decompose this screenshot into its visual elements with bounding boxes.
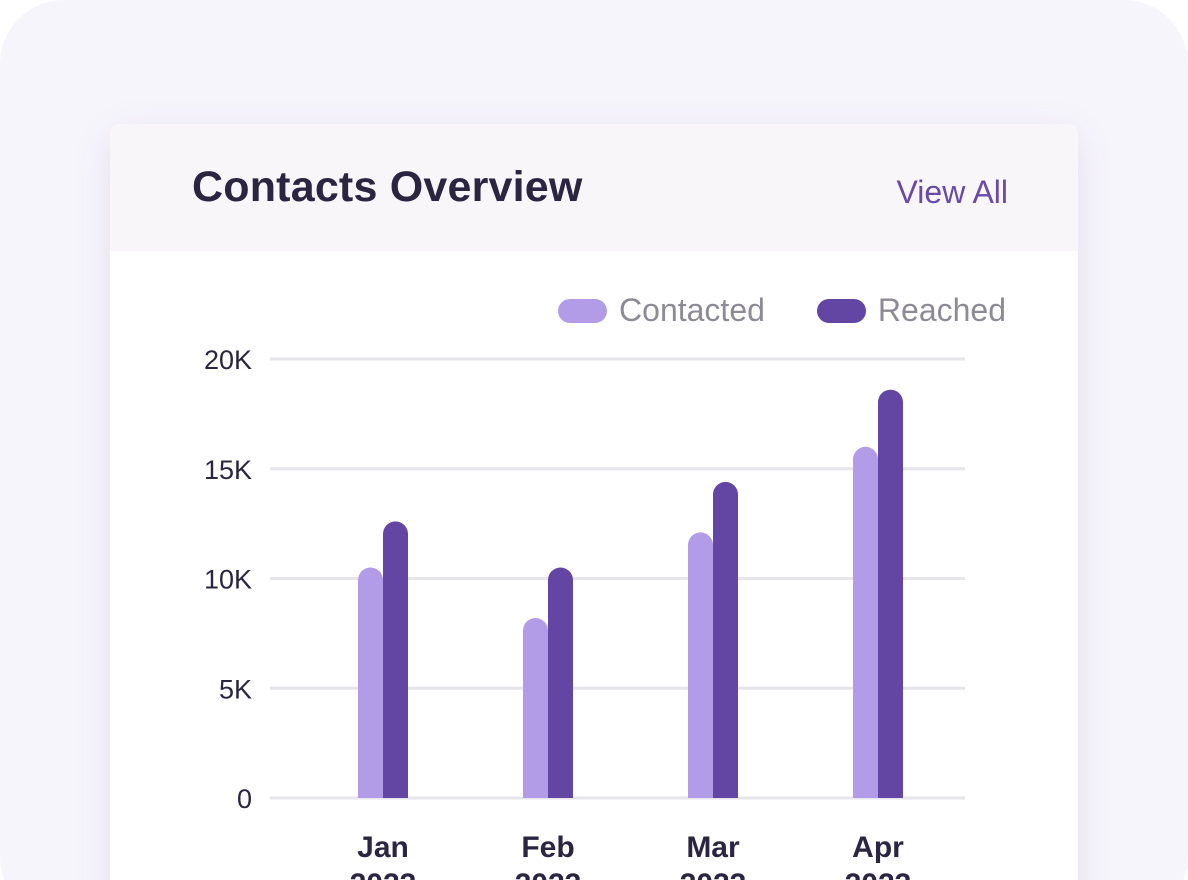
x-tick-label: Feb	[521, 831, 574, 864]
view-all-link[interactable]: View All	[896, 174, 1008, 210]
bar-contacted-feb[interactable]	[523, 618, 548, 798]
bar-reached-jan[interactable]	[383, 521, 408, 798]
legend-swatch-contacted	[558, 298, 608, 323]
x-tick-label: Mar	[686, 831, 740, 864]
bar-contacted-jan[interactable]	[358, 567, 383, 798]
bar-chart: 0 5K 10K 15K 20K Jan 2023 Feb 2023 Mar 2023 Apr 2023	[204, 345, 965, 880]
y-tick-label: 20K	[204, 345, 252, 375]
legend-item-reached[interactable]: Reached	[816, 292, 1006, 329]
y-tick-label: 0	[237, 784, 252, 814]
y-tick-label: 5K	[219, 674, 252, 704]
bar-contacted-mar[interactable]	[688, 532, 713, 798]
contacts-overview-card: Contacts Overview View All Contacted Rea…	[110, 124, 1078, 880]
bar-reached-apr[interactable]	[878, 389, 903, 798]
bar-reached-mar[interactable]	[713, 481, 738, 798]
bar-reached-feb[interactable]	[548, 567, 573, 798]
bar-contacted-apr[interactable]	[853, 446, 878, 798]
y-tick-label: 15K	[204, 455, 252, 485]
x-tick-sublabel: 2023	[845, 868, 912, 880]
x-tick-sublabel: 2023	[680, 868, 747, 880]
x-tick-label: Jan	[357, 831, 409, 864]
x-tick-label: Apr	[852, 831, 904, 864]
x-tick-sublabel: 2023	[515, 868, 582, 880]
card-title: Contacts Overview	[192, 163, 583, 211]
legend-label-contacted: Contacted	[619, 292, 765, 328]
legend-item-contacted[interactable]: Contacted	[558, 292, 765, 329]
card-header: Contacts Overview View All	[110, 124, 1078, 251]
x-tick-sublabel: 2023	[350, 868, 417, 880]
y-tick-label: 10K	[204, 565, 252, 595]
chart-legend: Contacted Reached	[558, 292, 1006, 329]
legend-swatch-reached	[816, 298, 866, 323]
legend-label-reached: Reached	[877, 292, 1006, 328]
